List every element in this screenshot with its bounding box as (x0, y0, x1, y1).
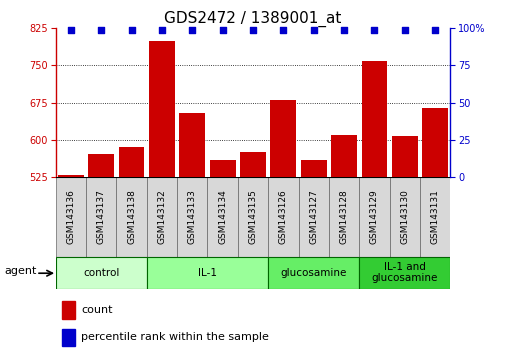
Text: IL-1: IL-1 (197, 268, 217, 278)
Text: GSM143136: GSM143136 (66, 189, 75, 244)
FancyBboxPatch shape (359, 177, 389, 257)
Bar (240, 152, 266, 354)
Bar (210, 160, 235, 354)
Text: GSM143132: GSM143132 (157, 189, 166, 244)
FancyBboxPatch shape (146, 257, 268, 289)
Point (67, 27, 75, 33)
Point (158, 27, 166, 33)
Text: GSM143138: GSM143138 (127, 189, 136, 244)
FancyBboxPatch shape (419, 177, 449, 257)
Text: agent: agent (5, 266, 37, 276)
Text: GSM143126: GSM143126 (278, 189, 287, 244)
Bar (62, 301, 75, 319)
Point (127, 27, 135, 33)
FancyBboxPatch shape (86, 177, 116, 257)
Point (339, 27, 347, 33)
Bar (361, 61, 387, 354)
FancyBboxPatch shape (268, 177, 298, 257)
Bar (149, 41, 175, 354)
FancyBboxPatch shape (359, 257, 449, 289)
Point (188, 27, 196, 33)
Point (370, 27, 378, 33)
Bar (88, 154, 114, 354)
FancyBboxPatch shape (56, 257, 146, 289)
Text: count: count (81, 305, 113, 315)
Point (97, 27, 105, 33)
Bar (300, 160, 326, 354)
Bar (421, 108, 447, 354)
Point (309, 27, 317, 33)
FancyBboxPatch shape (389, 177, 419, 257)
Text: glucosamine: glucosamine (280, 268, 346, 278)
Text: GSM143129: GSM143129 (369, 189, 378, 244)
FancyBboxPatch shape (177, 177, 207, 257)
Bar (270, 100, 296, 354)
Text: GSM143134: GSM143134 (218, 189, 227, 244)
Bar (62, 329, 75, 346)
Text: GSM143127: GSM143127 (309, 189, 318, 244)
FancyBboxPatch shape (56, 177, 86, 257)
Point (430, 27, 438, 33)
Point (279, 27, 287, 33)
Bar (58, 175, 84, 354)
Text: IL-1 and
glucosamine: IL-1 and glucosamine (371, 262, 437, 284)
Point (400, 27, 408, 33)
Text: GSM143137: GSM143137 (96, 189, 106, 244)
Text: GSM143131: GSM143131 (430, 189, 439, 244)
Bar (179, 113, 205, 354)
Text: GSM143133: GSM143133 (187, 189, 196, 244)
Text: GSM143130: GSM143130 (399, 189, 409, 244)
FancyBboxPatch shape (146, 177, 177, 257)
Bar (391, 136, 417, 354)
FancyBboxPatch shape (328, 177, 359, 257)
FancyBboxPatch shape (268, 257, 359, 289)
FancyBboxPatch shape (298, 177, 328, 257)
FancyBboxPatch shape (116, 177, 146, 257)
Point (218, 27, 226, 33)
Point (248, 27, 257, 33)
Text: control: control (83, 268, 119, 278)
Text: GSM143128: GSM143128 (339, 189, 348, 244)
Bar (331, 135, 357, 354)
FancyBboxPatch shape (237, 177, 268, 257)
Text: percentile rank within the sample: percentile rank within the sample (81, 332, 269, 342)
Text: GSM143135: GSM143135 (248, 189, 257, 244)
FancyBboxPatch shape (207, 177, 237, 257)
Bar (119, 147, 144, 354)
Title: GDS2472 / 1389001_at: GDS2472 / 1389001_at (164, 11, 341, 27)
